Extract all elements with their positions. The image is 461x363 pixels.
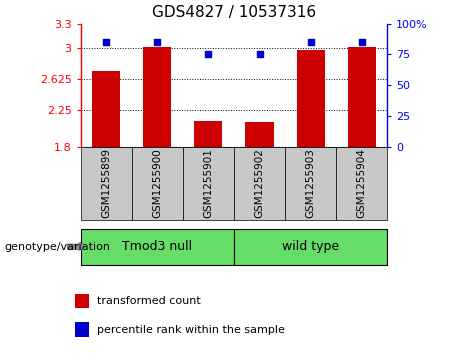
- Point: [102, 39, 110, 45]
- Text: transformed count: transformed count: [97, 296, 201, 306]
- Bar: [132, 147, 183, 220]
- Bar: [81, 229, 234, 265]
- Bar: [234, 229, 387, 265]
- Bar: [336, 147, 387, 220]
- Text: GSM1255901: GSM1255901: [203, 148, 213, 218]
- Bar: [234, 147, 285, 220]
- Bar: [183, 147, 234, 220]
- Text: GSM1255899: GSM1255899: [101, 148, 111, 218]
- Point: [154, 39, 161, 45]
- Text: Tmod3 null: Tmod3 null: [122, 240, 192, 253]
- Text: GSM1255900: GSM1255900: [152, 148, 162, 218]
- Title: GDS4827 / 10537316: GDS4827 / 10537316: [152, 5, 316, 20]
- Bar: [75, 294, 89, 308]
- Bar: [92, 71, 120, 147]
- Bar: [81, 147, 132, 220]
- Point: [205, 52, 212, 57]
- Bar: [245, 122, 273, 147]
- Bar: [143, 48, 171, 147]
- Text: GSM1255902: GSM1255902: [254, 148, 265, 218]
- Point: [307, 39, 314, 45]
- Point: [358, 39, 366, 45]
- Bar: [75, 322, 89, 337]
- Point: [256, 52, 263, 57]
- Bar: [296, 50, 325, 147]
- Text: percentile rank within the sample: percentile rank within the sample: [97, 325, 284, 335]
- Text: genotype/variation: genotype/variation: [5, 242, 111, 252]
- Text: wild type: wild type: [282, 240, 339, 253]
- Bar: [285, 147, 336, 220]
- Text: GSM1255904: GSM1255904: [357, 148, 366, 218]
- Text: GSM1255903: GSM1255903: [306, 148, 316, 218]
- Bar: [195, 121, 223, 147]
- Bar: [348, 48, 376, 147]
